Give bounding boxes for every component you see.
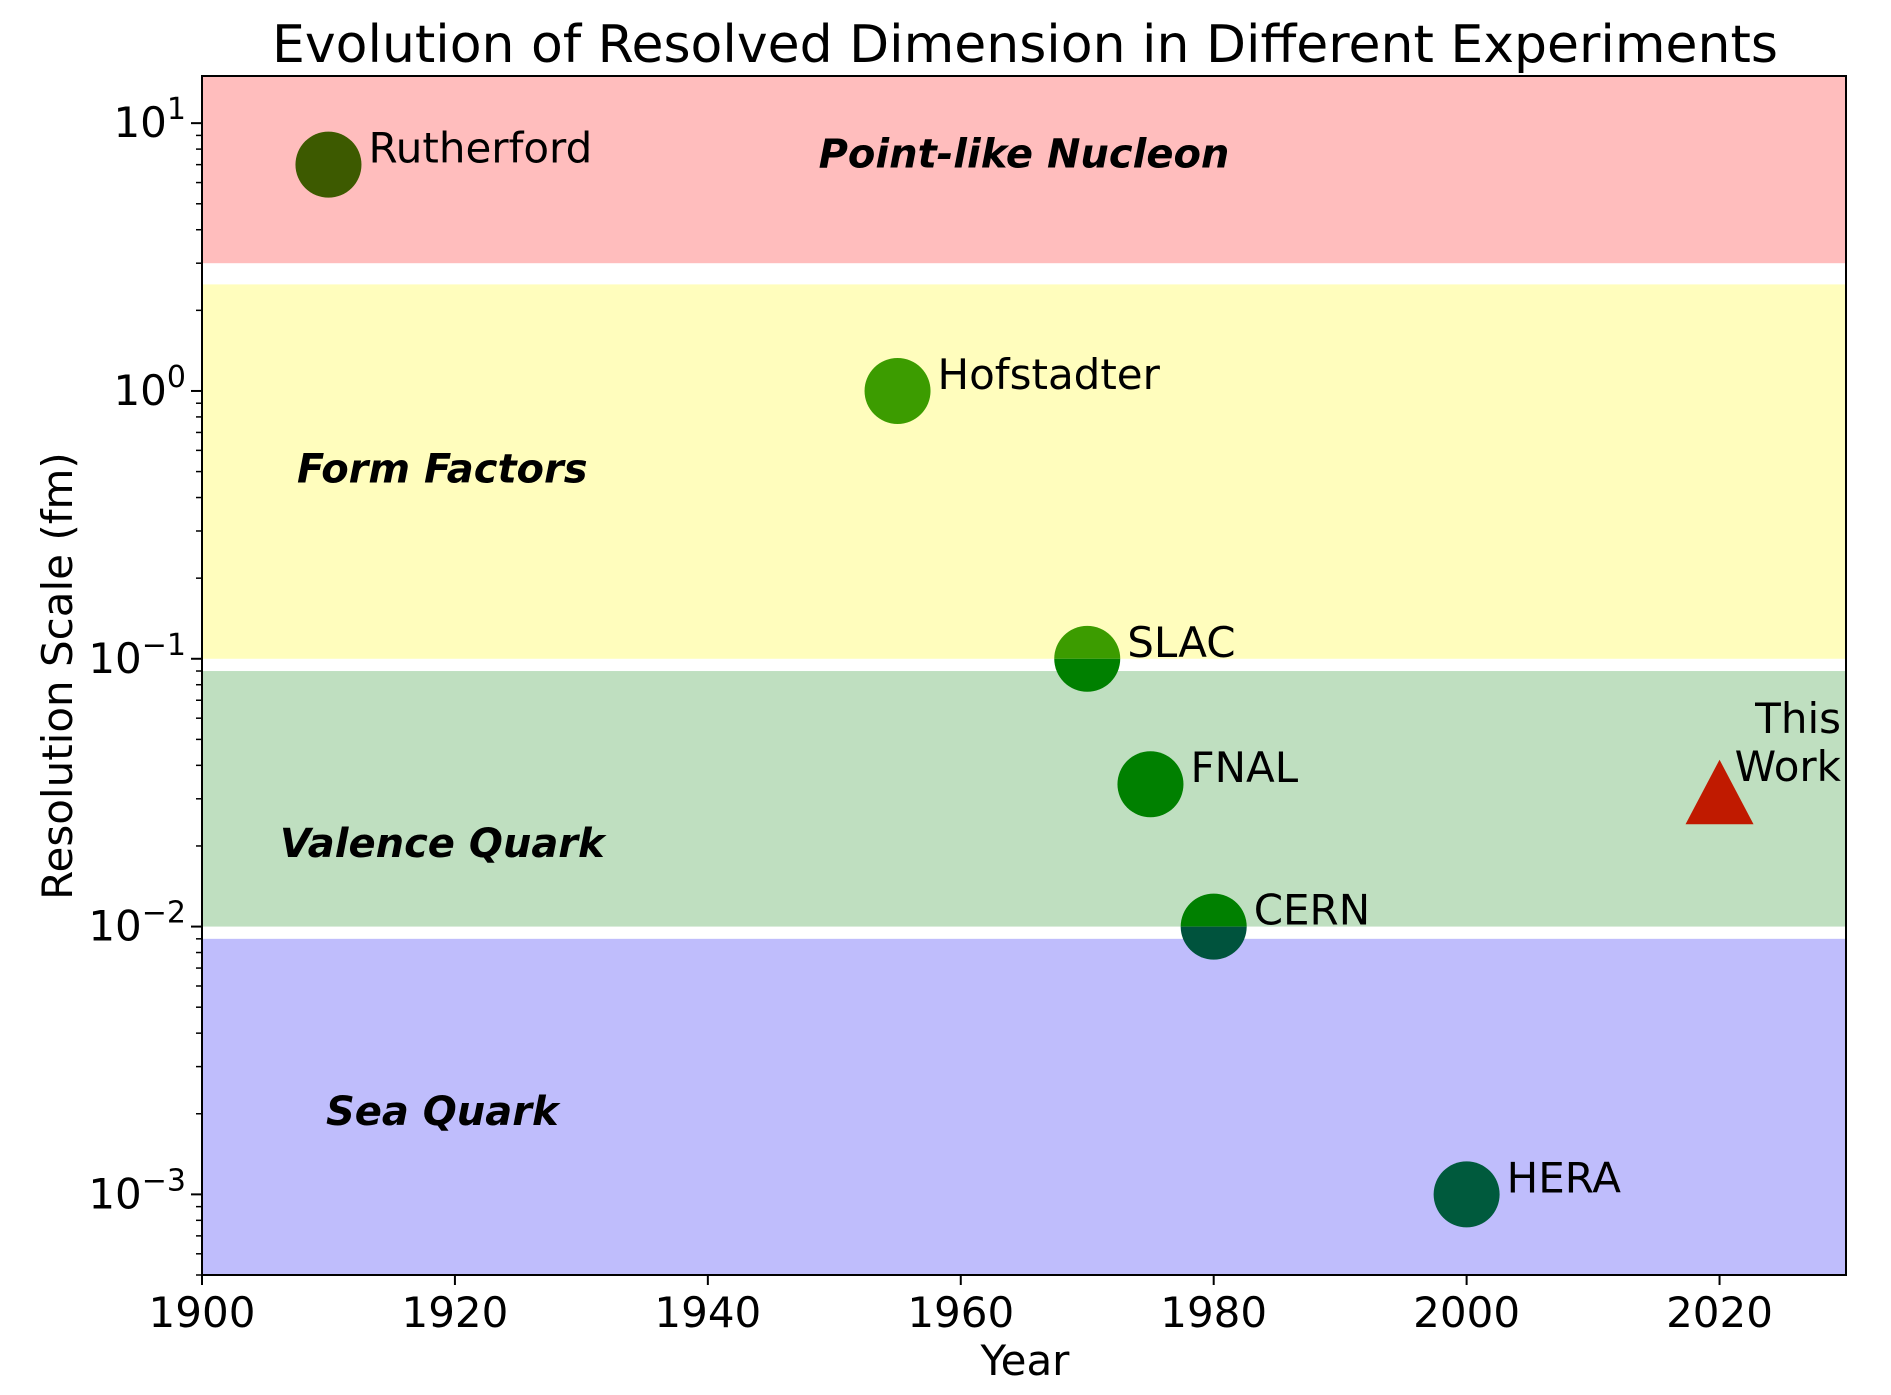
- y-tick-label-1: 100: [113, 360, 186, 415]
- point-label-slac: SLAC: [1127, 618, 1235, 667]
- x-tick-label-2020: 2020: [1666, 1288, 1773, 1337]
- region-label-sea-quark: Sea Quark: [326, 1089, 561, 1135]
- y-tick-label-exponent: −1: [142, 628, 186, 663]
- x-tick-label-2000: 2000: [1413, 1288, 1520, 1337]
- point-marker-slac-lower: [1054, 658, 1121, 692]
- x-tick-label-1920: 1920: [401, 1288, 508, 1337]
- x-tick-label-1980: 1980: [1160, 1288, 1267, 1337]
- point-marker-this-work: [1685, 759, 1754, 825]
- plot-frame: [201, 75, 1847, 1276]
- region-label-point-like-nucleon: Point-like Nucleon: [819, 132, 1230, 178]
- y-tick-label-base: 10: [113, 98, 166, 147]
- point-label-this-work-line-1: This: [1754, 694, 1841, 743]
- point-labels-layer: Rutherford Hofstadter SLAC FNAL CERN HERA This…: [368, 124, 1841, 1203]
- region-band-valence-quark: [202, 671, 1846, 927]
- point-label-cern: CERN: [1254, 886, 1370, 935]
- y-axis-label: Resolution Scale (fm): [33, 452, 82, 900]
- point-label-hera: HERA: [1507, 1153, 1622, 1202]
- x-tick-label-1940: 1940: [654, 1288, 761, 1337]
- region-band-sea-quark: [202, 938, 1846, 1275]
- point-label-this-work-line-2: Work: [1735, 742, 1842, 791]
- y-tick-label-base: 10: [113, 366, 166, 415]
- region-band-point-like-nucleon: [202, 76, 1846, 264]
- point-marker-hofstadter: [864, 357, 931, 424]
- point-marker-fnal: [1117, 751, 1184, 818]
- x-axis-ticks: 1900 1920 1940 1960 1980 2000 2020: [149, 1275, 1773, 1337]
- y-tick-label-exponent: −3: [142, 1163, 186, 1198]
- y-tick-label-base: 10: [88, 1169, 141, 1218]
- x-tick-label-1960: 1960: [907, 1288, 1014, 1337]
- point-marker-cern: [1180, 893, 1247, 960]
- point-marker-slac-upper: [1054, 625, 1121, 659]
- y-tick-label-4: 10−3: [88, 1163, 186, 1218]
- y-tick-label-base: 10: [88, 634, 141, 683]
- regions-layer: [202, 76, 1846, 1275]
- chart-title: Evolution of Resolved Dimension in Diffe…: [272, 15, 1778, 75]
- x-tick-label-1900: 1900: [149, 1288, 256, 1337]
- point-marker-cern-upper: [1180, 893, 1247, 927]
- y-tick-label-exponent: 0: [167, 360, 186, 395]
- point-marker-hera: [1433, 1161, 1500, 1228]
- y-tick-label-3: 10−2: [88, 896, 186, 951]
- point-marker-rutherford: [295, 131, 362, 198]
- y-tick-label-exponent: 1: [167, 92, 186, 127]
- y-tick-label-2: 10−1: [88, 628, 186, 683]
- point-label-fnal: FNAL: [1190, 743, 1298, 792]
- points-layer: [295, 131, 1754, 1228]
- point-marker-cern-lower: [1180, 926, 1247, 960]
- region-label-form-factors: Form Factors: [297, 447, 588, 493]
- region-band-form-factors: [202, 284, 1846, 659]
- x-axis-label: Year: [980, 1336, 1071, 1385]
- region-labels-layer: Point-like Nucleon Form Factors Valence Qu…: [280, 132, 1230, 1135]
- point-label-hofstadter: Hofstadter: [938, 350, 1161, 399]
- y-tick-label-base: 10: [88, 902, 141, 951]
- point-label-rutherford: Rutherford: [368, 124, 592, 173]
- y-tick-label-0: 101: [113, 92, 186, 147]
- point-marker-slac: [1054, 625, 1121, 692]
- y-tick-label-exponent: −2: [142, 896, 186, 931]
- region-label-valence-quark: Valence Quark: [280, 821, 607, 867]
